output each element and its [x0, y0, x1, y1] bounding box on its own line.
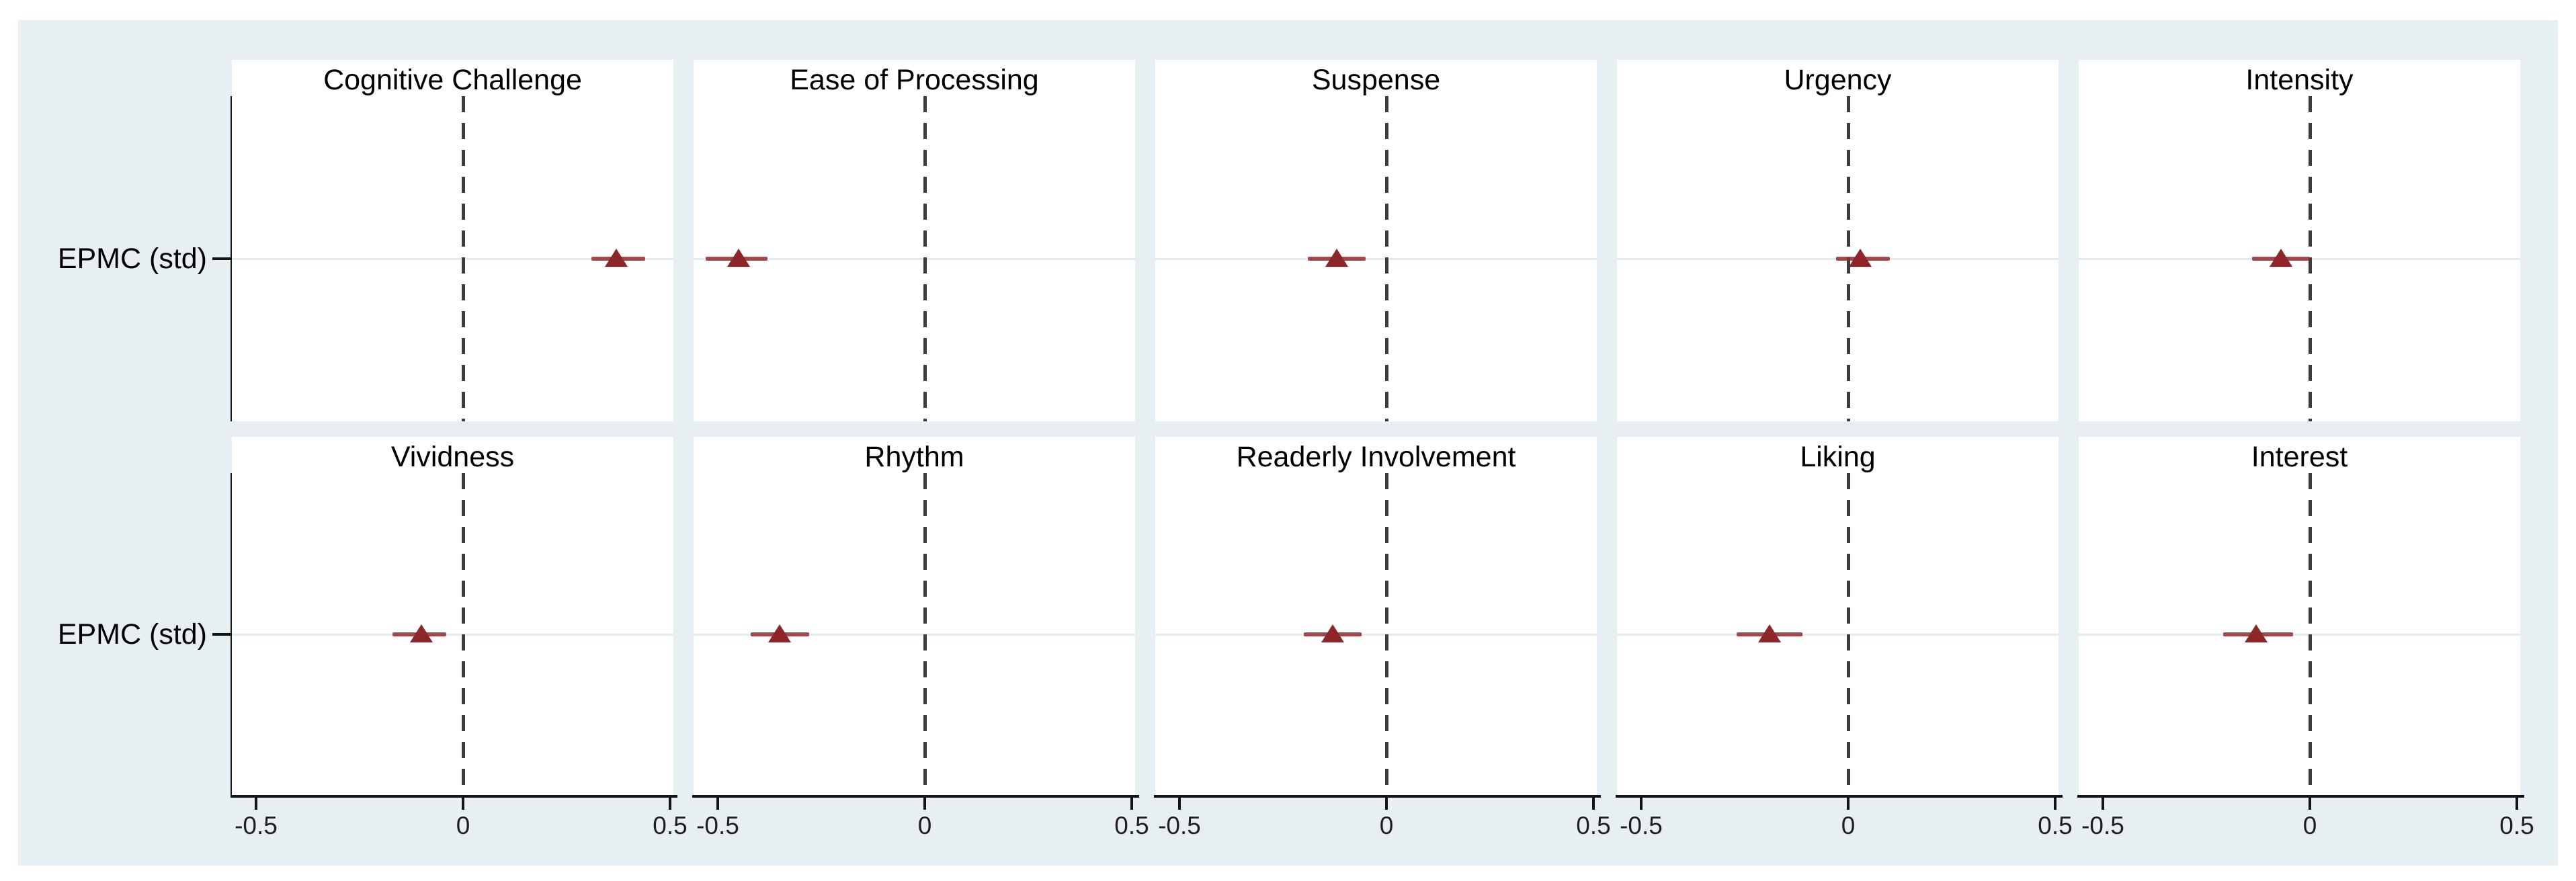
x-axis-tick-label: -0.5	[696, 812, 739, 839]
estimate-triangle-marker	[2244, 624, 2268, 642]
panel-title: Vividness	[390, 441, 515, 473]
x-axis-tick	[1847, 798, 1850, 810]
zero-reference-line	[2309, 473, 2312, 795]
panel: Vividness	[232, 437, 673, 795]
x-axis-tick-label: 0	[917, 812, 932, 839]
category-gridline	[1155, 258, 1597, 260]
x-axis-tick-label: -0.5	[2081, 812, 2124, 839]
category-gridline	[2079, 633, 2520, 636]
panel: Readerly Involvement	[1155, 437, 1597, 795]
x-axis-tick	[2309, 798, 2311, 810]
x-axis-tick	[923, 798, 926, 810]
x-axis-tick-label: 0	[456, 812, 470, 839]
panel: Urgency	[1617, 60, 2059, 421]
x-axis-line	[231, 795, 677, 798]
estimate-triangle-marker	[2269, 249, 2292, 267]
estimate-triangle-marker	[1325, 249, 1349, 267]
x-axis-tick	[2054, 798, 2056, 810]
x-axis-tick-label: -0.5	[1158, 812, 1201, 839]
category-gridline	[1617, 633, 2059, 636]
panel-title: Intensity	[2245, 64, 2354, 96]
x-axis-tick-label: 0	[2302, 812, 2317, 839]
x-axis-tick-label: -0.5	[235, 812, 278, 839]
x-axis-tick	[716, 798, 719, 810]
panel-title: Readerly Involvement	[1236, 441, 1516, 473]
x-axis-tick-label: 0	[1379, 812, 1394, 839]
estimate-triangle-marker	[726, 249, 750, 267]
zero-reference-line	[1385, 96, 1388, 421]
category-gridline	[694, 633, 1135, 636]
x-axis-line	[1616, 795, 2063, 798]
zero-reference-line	[462, 473, 465, 795]
panel-title: Urgency	[1784, 64, 1892, 96]
category-gridline	[232, 258, 673, 260]
y-axis-category-label: EPMC (std)	[57, 243, 207, 275]
panel-title: Ease of Processing	[790, 64, 1039, 96]
estimate-triangle-marker	[1849, 249, 1872, 267]
panel: Intensity	[2079, 60, 2520, 421]
estimate-triangle-marker	[604, 249, 628, 267]
category-gridline	[1155, 633, 1597, 636]
panel: Liking	[1617, 437, 2059, 795]
panel: Interest	[2079, 437, 2520, 795]
x-axis-tick	[1130, 798, 1133, 810]
x-axis-tick-label: 0	[1841, 812, 1856, 839]
zero-reference-line	[2309, 96, 2312, 421]
panel-title: Suspense	[1311, 64, 1441, 96]
x-axis-tick-label: 0.5	[2038, 812, 2073, 839]
panel-title: Cognitive Challenge	[323, 64, 582, 96]
y-axis-category-label: EPMC (std)	[57, 618, 207, 651]
x-axis-tick	[1640, 798, 1643, 810]
panel-title: Rhythm	[864, 441, 964, 473]
estimate-triangle-marker	[1757, 624, 1781, 642]
zero-reference-line	[923, 473, 927, 795]
estimate-triangle-marker	[768, 624, 792, 642]
x-axis-line	[692, 795, 1139, 798]
x-axis-tick	[255, 798, 257, 810]
x-axis-tick-label: 0.5	[1576, 812, 1611, 839]
x-axis-tick-label: 0.5	[653, 812, 688, 839]
x-axis-tick	[2102, 798, 2104, 810]
coefficient-plot-figure: EPMC (std) EPMC (std) Cognitive Challenge…	[18, 20, 2558, 866]
x-axis-tick	[669, 798, 671, 810]
panel: Ease of Processing	[694, 60, 1135, 421]
zero-reference-line	[1385, 473, 1388, 795]
x-axis-tick	[1178, 798, 1181, 810]
panel-title: Liking	[1800, 441, 1876, 473]
category-gridline	[694, 258, 1135, 260]
x-axis-tick-label: 0.5	[1114, 812, 1149, 839]
panel: Cognitive Challenge	[232, 60, 673, 421]
panel: Rhythm	[694, 437, 1135, 795]
x-axis-tick	[2516, 798, 2518, 810]
estimate-triangle-marker	[1321, 624, 1344, 642]
x-axis-tick-label: -0.5	[1620, 812, 1663, 839]
x-axis-line	[2077, 795, 2524, 798]
y-axis-tick	[212, 257, 232, 260]
x-axis-tick	[1385, 798, 1388, 810]
zero-reference-line	[923, 96, 927, 421]
estimate-triangle-marker	[410, 624, 433, 642]
y-axis-tick	[212, 632, 232, 636]
zero-reference-line	[462, 96, 465, 421]
x-axis-tick	[462, 798, 464, 810]
x-axis-line	[1154, 795, 1601, 798]
panel-title: Interest	[2251, 441, 2348, 473]
category-gridline	[232, 633, 673, 636]
x-axis-tick-label: 0.5	[2499, 812, 2534, 839]
zero-reference-line	[1847, 473, 1850, 795]
panel: Suspense	[1155, 60, 1597, 421]
x-axis-tick	[1592, 798, 1595, 810]
